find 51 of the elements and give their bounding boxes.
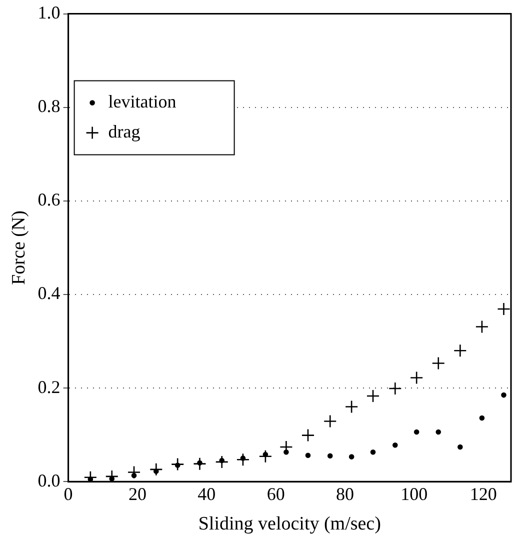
point — [414, 429, 420, 435]
point — [301, 428, 315, 442]
point — [370, 449, 376, 455]
y-tick-label: 1.0 — [38, 2, 60, 23]
y-tick-label: 0.2 — [38, 376, 60, 397]
y-axis-title: Force (N) — [8, 210, 30, 285]
point — [174, 462, 180, 468]
x-tick-label: 40 — [198, 484, 216, 504]
point — [193, 457, 206, 470]
point — [262, 452, 268, 458]
point — [458, 444, 463, 450]
x-tick-label: 0 — [64, 484, 73, 504]
point — [215, 455, 229, 469]
point — [501, 392, 506, 398]
legend-label: levitation — [108, 92, 176, 112]
point — [348, 454, 354, 460]
point — [479, 415, 485, 421]
point — [284, 449, 289, 455]
point — [410, 371, 424, 384]
x-tick-label: 120 — [470, 484, 497, 504]
point — [219, 458, 225, 464]
point — [236, 452, 250, 466]
legend-label: drag — [108, 122, 140, 142]
y-tick-label: 0.8 — [38, 96, 60, 116]
x-axis-title: Sliding velocity (m/sec) — [198, 514, 381, 535]
point — [344, 400, 358, 414]
point — [240, 456, 246, 461]
point — [432, 356, 446, 370]
point — [258, 450, 272, 463]
point — [170, 458, 184, 471]
x-tick-label: 60 — [266, 484, 285, 504]
point — [150, 462, 163, 476]
point — [366, 389, 380, 403]
point — [323, 414, 337, 428]
x-tick-label: 100 — [400, 484, 428, 504]
x-tick-label: 80 — [336, 484, 354, 504]
y-tick-label: 0.4 — [38, 283, 60, 304]
point — [327, 453, 333, 459]
point — [497, 302, 510, 316]
point — [454, 344, 467, 358]
y-tick-label: 0.6 — [38, 190, 60, 210]
point — [392, 442, 398, 448]
y-tick-label: 0.0 — [38, 470, 60, 490]
point — [388, 382, 402, 396]
point — [305, 452, 311, 458]
point — [436, 429, 442, 435]
x-tick-label: 20 — [128, 484, 146, 504]
point — [131, 472, 137, 478]
point — [475, 320, 489, 334]
point — [154, 468, 159, 474]
point — [197, 460, 202, 466]
